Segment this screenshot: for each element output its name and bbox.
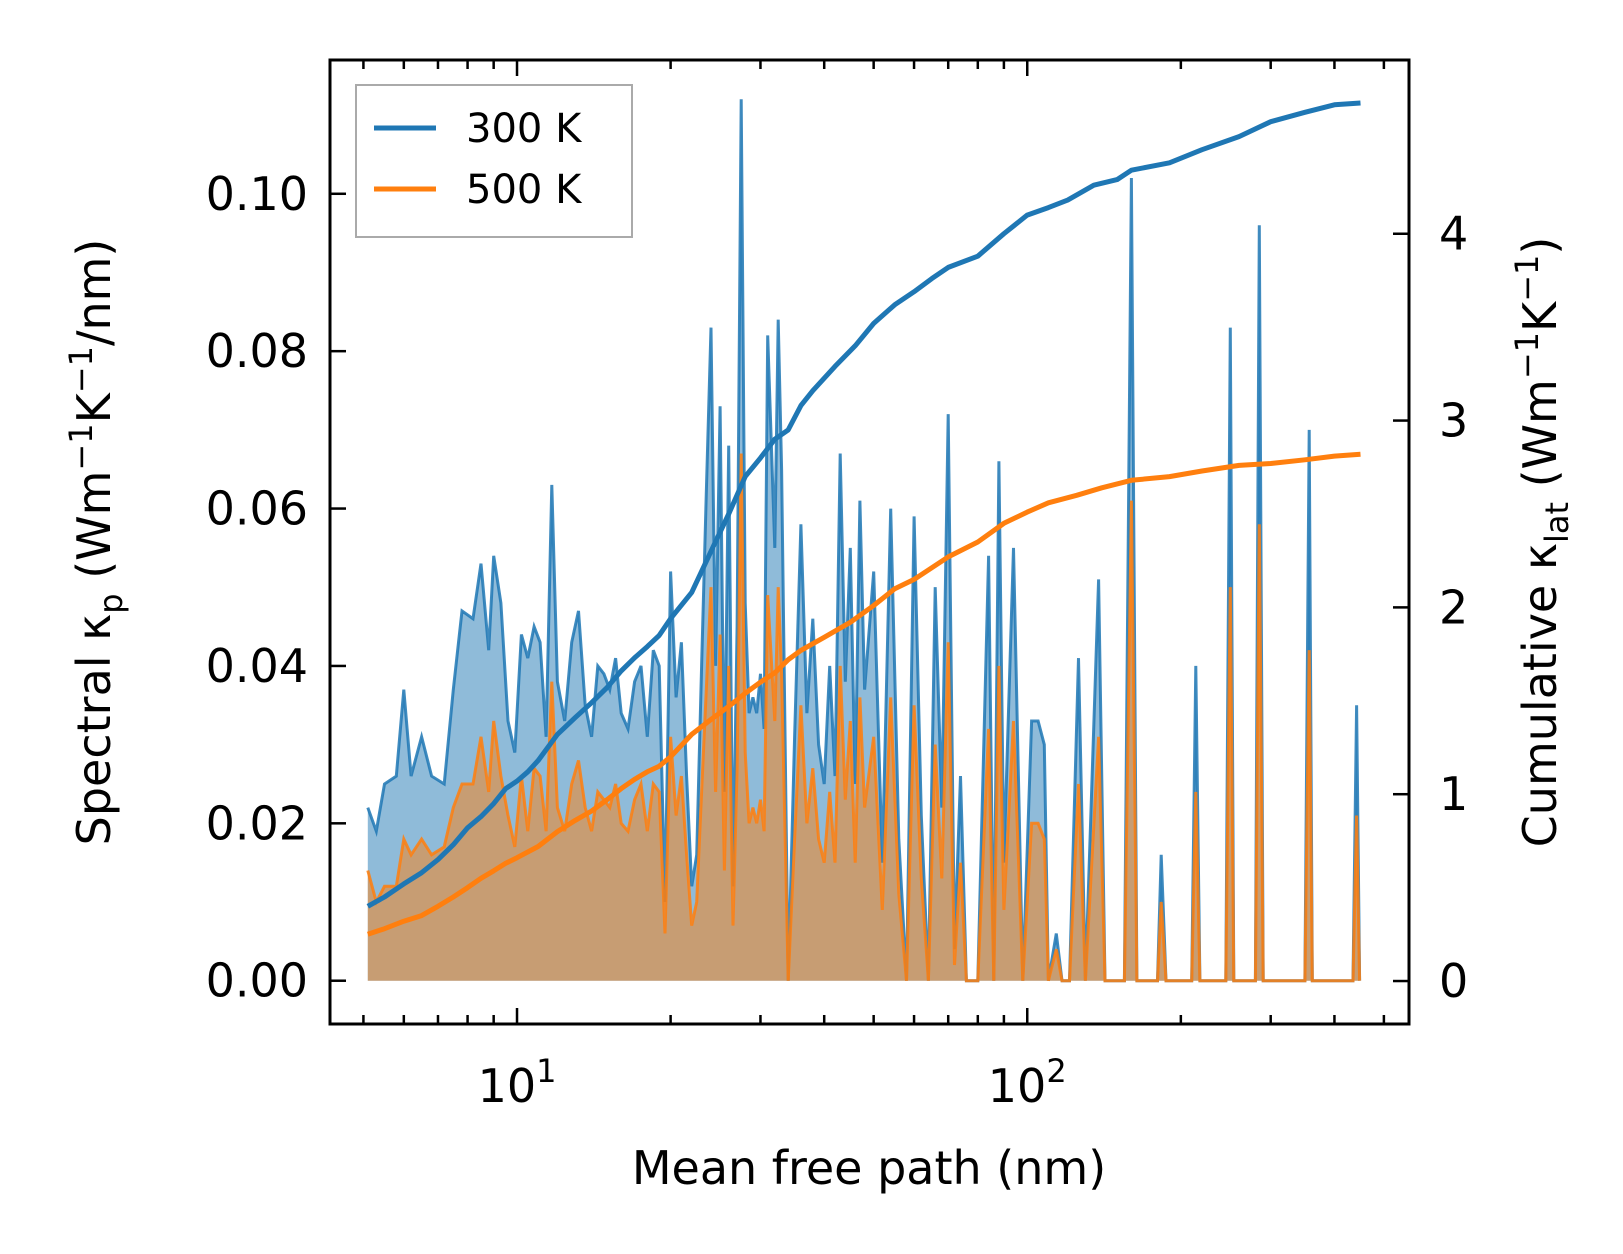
legend-frame <box>355 84 633 238</box>
x-tick-label: 101 <box>478 1052 557 1113</box>
y-left-tick-label: 0.06 <box>206 482 308 536</box>
legend-label-500k: 500 K <box>466 167 583 213</box>
y-right-tick-label: 0 <box>1439 954 1468 1008</box>
tick-labels-layer: 101 102 0.00 0.02 0.04 0.06 0.08 0.10 0 1 2 3 4 <box>206 167 1469 1113</box>
spectral-line-500k <box>366 453 1362 983</box>
x-tick-label: 102 <box>988 1052 1067 1113</box>
y-axis-left-title: Spectral κp (Wm−1K−1/nm) <box>62 239 130 846</box>
y-right-tick-label: 4 <box>1439 207 1468 261</box>
legend: 300 K 500 K <box>355 84 633 238</box>
y-left-tick-label: 0.08 <box>206 324 308 378</box>
y-left-tick-label: 0.10 <box>206 167 308 221</box>
spectral-area-300k <box>367 99 1360 981</box>
cumulative-layer <box>366 100 1361 937</box>
x-axis-title: Mean free path (nm) <box>632 1141 1106 1195</box>
cumulative-line-500-k-cumulative <box>367 451 1361 937</box>
y-axis-right-title: Cumulative κlat (Wm−1K−1) <box>1508 237 1576 848</box>
spectral-area-500k <box>367 453 1360 981</box>
plot-frame <box>328 58 1411 1026</box>
y-right-tick-label: 3 <box>1439 394 1468 448</box>
spectral-line-300k <box>366 99 1362 983</box>
y-right-tick-label: 2 <box>1439 580 1468 634</box>
y-right-tick-label: 1 <box>1439 767 1468 821</box>
cumulative-line-300-k-cumulative <box>366 100 1361 909</box>
legend-label-300k: 300 K <box>466 106 583 152</box>
spectral-layer <box>366 99 1362 983</box>
y-left-tick-label: 0.00 <box>206 954 308 1008</box>
y-left-tick-label: 0.04 <box>206 639 308 693</box>
y-left-tick-label: 0.02 <box>206 796 308 850</box>
